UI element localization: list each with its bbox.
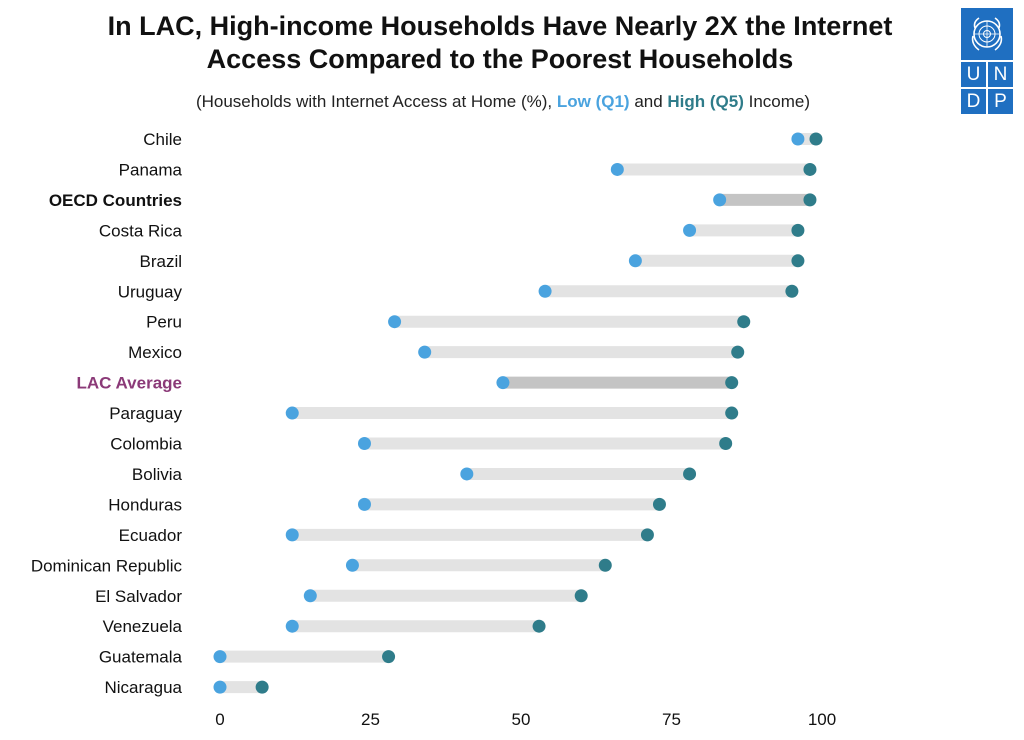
legend-high-label: High (Q5) bbox=[667, 92, 744, 111]
high-point-dominican-republic bbox=[598, 558, 612, 572]
logo-letter-n: N bbox=[988, 62, 1013, 87]
row-label-chile: Chile bbox=[143, 130, 182, 149]
row-label-costa-rica: Costa Rica bbox=[99, 221, 183, 240]
logo-letter-p: P bbox=[988, 89, 1013, 114]
low-point-guatemala bbox=[213, 650, 227, 664]
undp-logo: U N D P bbox=[961, 8, 1013, 114]
high-point-guatemala bbox=[382, 650, 396, 664]
row-label-bolivia: Bolivia bbox=[132, 465, 183, 484]
row-label-ecuador: Ecuador bbox=[119, 526, 183, 545]
low-point-oecd-countries bbox=[713, 193, 727, 207]
low-point-uruguay bbox=[538, 284, 552, 298]
x-tick-label-25: 25 bbox=[361, 710, 380, 729]
high-point-chile bbox=[809, 132, 823, 146]
low-point-lac-average bbox=[496, 376, 510, 390]
x-tick-label-75: 75 bbox=[662, 710, 681, 729]
x-tick-label-0: 0 bbox=[215, 710, 224, 729]
subtitle-prefix: (Households with Internet Access at Home… bbox=[195, 92, 557, 111]
subtitle-and: and bbox=[629, 92, 668, 111]
high-point-panama bbox=[803, 162, 817, 176]
high-point-colombia bbox=[719, 437, 733, 450]
low-point-ecuador bbox=[285, 528, 299, 542]
low-point-dominican-republic bbox=[345, 558, 359, 572]
row-label-uruguay: Uruguay bbox=[118, 282, 183, 301]
low-point-colombia bbox=[357, 437, 371, 450]
row-label-mexico: Mexico bbox=[128, 343, 182, 362]
subtitle-suffix: Income) bbox=[743, 92, 811, 111]
low-point-costa-rica bbox=[683, 223, 697, 237]
x-tick-label-50: 50 bbox=[512, 710, 531, 729]
row-label-honduras: Honduras bbox=[108, 495, 182, 514]
logo-letter-u: U bbox=[961, 62, 986, 87]
row-label-guatemala: Guatemala bbox=[99, 648, 183, 667]
low-point-brazil bbox=[628, 254, 642, 268]
row-label-venezuela: Venezuela bbox=[103, 617, 183, 636]
row-label-el-salvador: El Salvador bbox=[95, 587, 182, 606]
un-emblem-icon bbox=[961, 8, 1013, 60]
low-point-bolivia bbox=[460, 467, 474, 481]
low-point-venezuela bbox=[285, 619, 299, 633]
high-point-peru bbox=[737, 315, 751, 329]
low-point-honduras bbox=[357, 497, 371, 511]
low-point-peru bbox=[388, 315, 402, 329]
low-point-nicaragua bbox=[213, 680, 227, 694]
high-point-brazil bbox=[791, 254, 805, 268]
high-point-bolivia bbox=[683, 467, 697, 481]
row-label-panama: Panama bbox=[119, 160, 183, 179]
low-point-chile bbox=[791, 132, 805, 146]
chart-subtitle: (Households with Internet Access at Home… bbox=[0, 92, 1006, 112]
chart-title-line-2: Access Compared to the Poorest Household… bbox=[206, 44, 794, 74]
legend-low-label: Low (Q1) bbox=[556, 92, 630, 111]
high-point-nicaragua bbox=[255, 680, 269, 694]
high-point-costa-rica bbox=[791, 223, 805, 237]
high-point-paraguay bbox=[725, 406, 739, 420]
logo-letter-d: D bbox=[961, 89, 986, 114]
x-tick-label-100: 100 bbox=[808, 710, 836, 729]
low-point-panama bbox=[610, 162, 624, 176]
row-label-lac-average: LAC Average bbox=[77, 374, 183, 393]
high-point-ecuador bbox=[640, 528, 654, 542]
high-point-honduras bbox=[652, 497, 666, 511]
high-point-uruguay bbox=[785, 284, 799, 298]
row-label-peru: Peru bbox=[146, 313, 182, 332]
chart-title: In LAC, High-income Households Have Near… bbox=[0, 10, 1000, 76]
high-point-el-salvador bbox=[574, 589, 588, 603]
high-point-lac-average bbox=[725, 376, 739, 390]
low-point-mexico bbox=[418, 345, 432, 359]
low-point-el-salvador bbox=[303, 589, 317, 603]
low-point-paraguay bbox=[285, 406, 299, 420]
row-label-oecd-countries: OECD Countries bbox=[49, 191, 182, 210]
row-label-paraguay: Paraguay bbox=[109, 404, 182, 423]
row-label-brazil: Brazil bbox=[139, 252, 182, 271]
row-label-nicaragua: Nicaragua bbox=[105, 678, 183, 697]
high-point-mexico bbox=[731, 345, 745, 359]
high-point-oecd-countries bbox=[803, 193, 817, 207]
chart-title-line-1: In LAC, High-income Households Have Near… bbox=[107, 11, 893, 41]
high-point-venezuela bbox=[532, 619, 546, 633]
row-label-colombia: Colombia bbox=[110, 435, 182, 454]
row-label-dominican-republic: Dominican Republic bbox=[31, 556, 183, 575]
